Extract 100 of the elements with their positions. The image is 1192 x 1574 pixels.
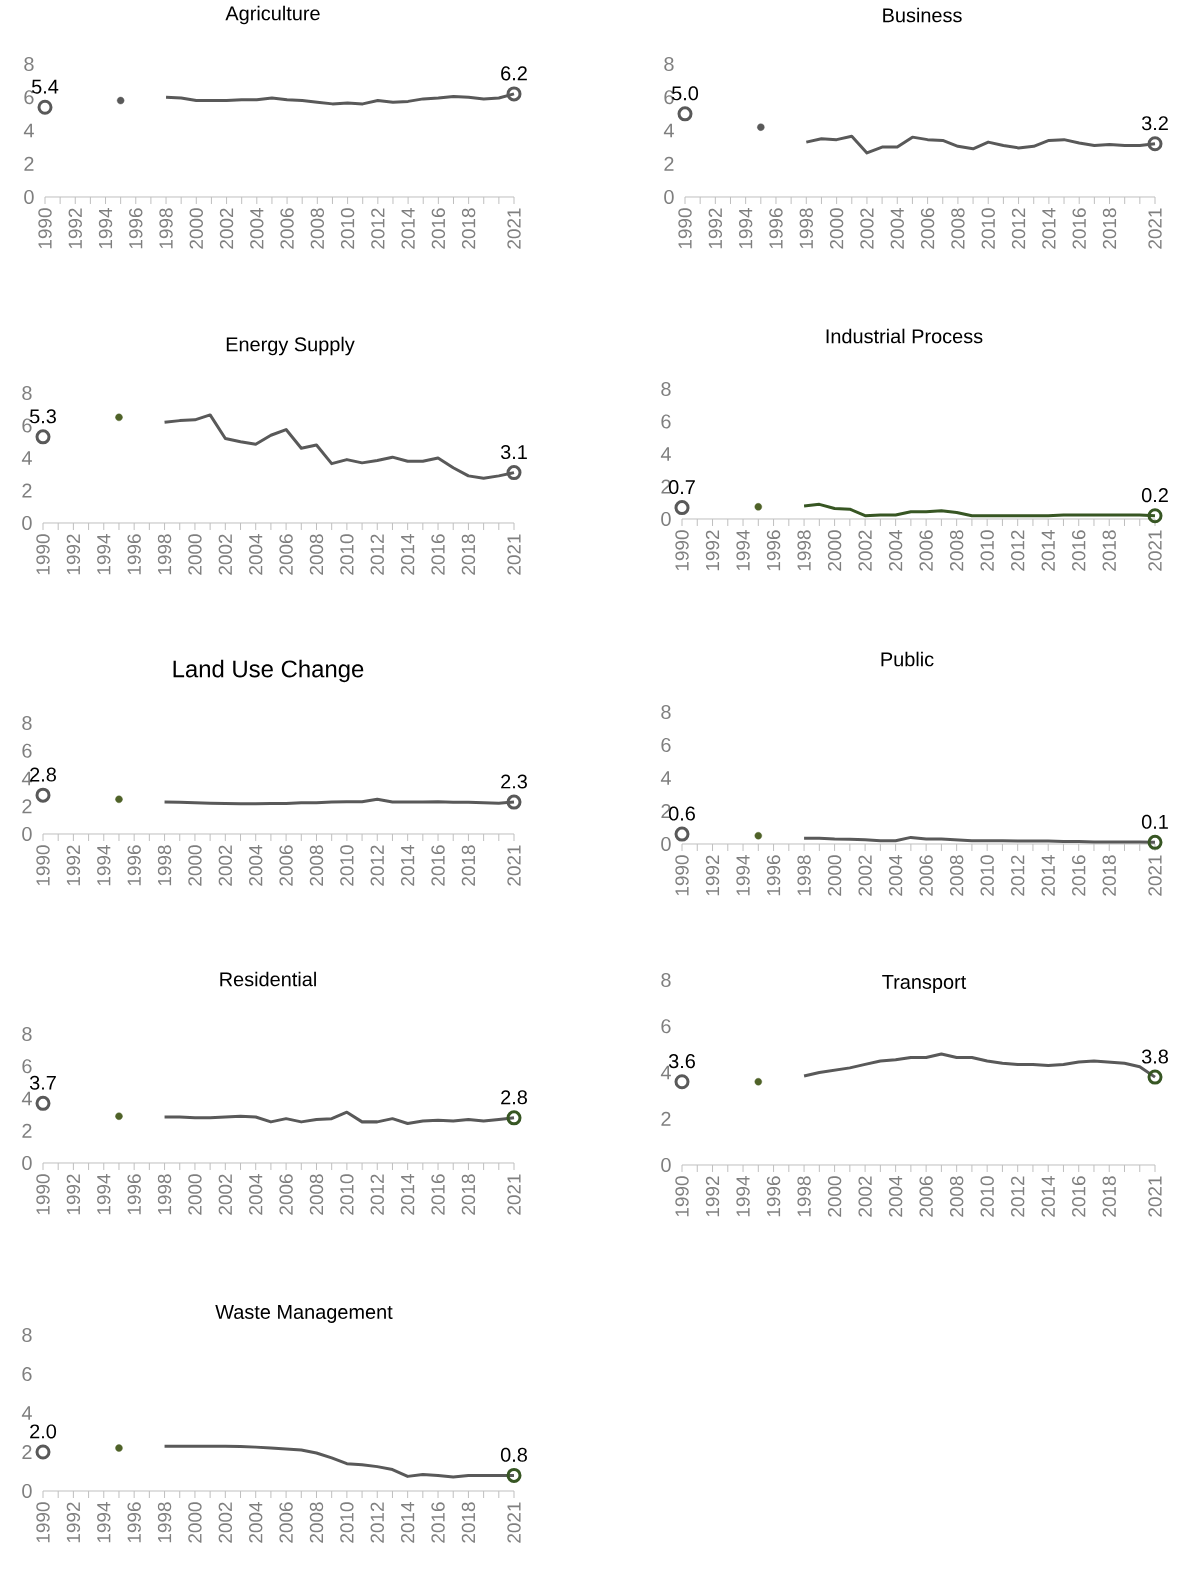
y-tick-label: 2 <box>22 483 32 498</box>
x-tick-label: 2010 <box>980 1176 994 1217</box>
x-tick-label: 2021 <box>1148 855 1162 896</box>
y-tick-label: 4 <box>21 1091 32 1106</box>
y-tick-label: 4 <box>23 123 34 138</box>
y-tick-label: 6 <box>661 1019 671 1034</box>
x-tick-label: 1990 <box>36 1502 50 1543</box>
chart-title: Residential <box>220 971 316 987</box>
x-tick-label: 2000 <box>188 845 202 886</box>
point <box>1147 508 1163 524</box>
x-tick-label: 2002 <box>219 208 234 249</box>
x-tick-label: 1996 <box>129 208 143 249</box>
x-tick-label: 1994 <box>97 534 111 575</box>
x-tick-label: 2012 <box>1011 208 1026 249</box>
x-tick-label: 1990 <box>38 208 52 249</box>
y-tick-label: 2 <box>664 156 674 171</box>
data-label: 3.7 <box>29 1075 56 1090</box>
x-tick-label: 2000 <box>829 208 844 249</box>
chart-title: Transport <box>882 975 967 993</box>
point <box>506 1110 522 1126</box>
x-tick-label: 1990 <box>36 1174 50 1215</box>
x-tick-label: 1996 <box>766 855 781 896</box>
x-tick-label: 2012 <box>371 208 385 249</box>
x-tick-label: 2018 <box>1102 208 1117 249</box>
y-tick-label: 0 <box>661 1157 671 1173</box>
x-tick-label: 2002 <box>218 534 233 575</box>
x-tick-label: 2006 <box>919 1176 933 1217</box>
chart-title: Energy Supply <box>226 336 355 356</box>
x-tick-label: 2012 <box>370 845 384 886</box>
x-tick-label: 2016 <box>431 534 445 575</box>
x-tick-label: 2004 <box>888 530 903 571</box>
x-tick-label: 1996 <box>127 845 141 886</box>
x-tick-label: 2018 <box>461 1502 476 1543</box>
y-tick-label: 6 <box>24 90 34 105</box>
data-label: 0.2 <box>1141 488 1168 503</box>
x-tick-label: 2012 <box>1010 1176 1025 1217</box>
x-tick-label: 2014 <box>400 534 415 575</box>
y-tick-label: 0 <box>22 826 32 842</box>
point <box>506 794 522 810</box>
x-tick-label: 1996 <box>127 1174 141 1215</box>
x-tick-label: 2010 <box>340 1174 354 1215</box>
x-tick-label: 2008 <box>949 1176 964 1217</box>
chart-title: Industrial Process <box>826 328 983 344</box>
point <box>115 1112 123 1120</box>
x-tick-label: 1990 <box>678 208 692 249</box>
x-tick-label: 2006 <box>919 530 933 571</box>
x-tick-label: 2004 <box>250 208 264 249</box>
y-tick-label: 0 <box>661 511 671 527</box>
point <box>37 99 53 115</box>
x-tick-label: 2000 <box>827 1176 842 1217</box>
point <box>35 787 51 803</box>
x-tick-label: 2018 <box>461 1174 476 1215</box>
x-tick-label: 2004 <box>249 1502 263 1543</box>
y-tick-label: 8 <box>661 381 671 397</box>
x-tick-label: 2021 <box>507 208 521 249</box>
chart-title: Agriculture <box>225 5 320 25</box>
y-tick-label: 2 <box>22 1123 32 1138</box>
x-tick-label: 1996 <box>127 534 141 575</box>
x-tick-label: 1994 <box>736 1176 750 1217</box>
x-tick-label: 2004 <box>890 208 904 249</box>
x-tick-label: 2014 <box>1042 208 1056 249</box>
y-tick-label: 4 <box>663 123 674 138</box>
y-tick-label: 8 <box>22 385 32 401</box>
x-tick-label: 2016 <box>1072 855 1086 896</box>
x-tick-label: 1996 <box>766 530 781 571</box>
x-tick-label: 2012 <box>370 1502 384 1543</box>
x-tick-label: 1990 <box>36 534 50 575</box>
y-tick-label: 4 <box>660 1065 671 1080</box>
chart-title: Land Use Change <box>173 659 364 683</box>
x-tick-label: 2014 <box>400 1174 415 1215</box>
y-tick-label: 4 <box>21 451 32 465</box>
point <box>35 1444 51 1460</box>
line-series <box>163 1110 516 1125</box>
point <box>1147 136 1163 152</box>
x-tick-label: 2012 <box>1010 855 1025 896</box>
chart-title: Public <box>881 651 934 667</box>
data-label: 5.3 <box>29 409 56 424</box>
x-tick-label: 2008 <box>309 1502 324 1543</box>
x-tick-label: 1994 <box>738 208 753 249</box>
x-tick-label: 1998 <box>157 845 172 886</box>
data-label: 2.3 <box>501 774 527 789</box>
x-tick-label: 1992 <box>705 855 720 896</box>
y-tick-label: 8 <box>24 56 34 72</box>
x-tick-label: 2018 <box>461 845 476 886</box>
x-tick-label: 2016 <box>431 1502 445 1543</box>
x-tick-label: 1992 <box>66 845 81 886</box>
x-tick-label: 2016 <box>431 845 445 886</box>
point <box>674 500 690 516</box>
point <box>115 795 123 803</box>
point <box>754 503 762 511</box>
x-tick-label: 2010 <box>340 845 354 886</box>
x-tick-label: 2021 <box>507 845 521 886</box>
x-tick-label: 2000 <box>827 530 842 571</box>
x-tick-label: 2006 <box>279 534 293 575</box>
x-tick-label: 1994 <box>736 530 750 571</box>
x-tick-label: 2008 <box>310 208 325 249</box>
x-tick-label: 2004 <box>888 855 903 896</box>
data-label: 3.1 <box>500 444 527 460</box>
y-tick-label: 2 <box>661 1111 671 1126</box>
x-tick-label: 1992 <box>705 530 720 571</box>
